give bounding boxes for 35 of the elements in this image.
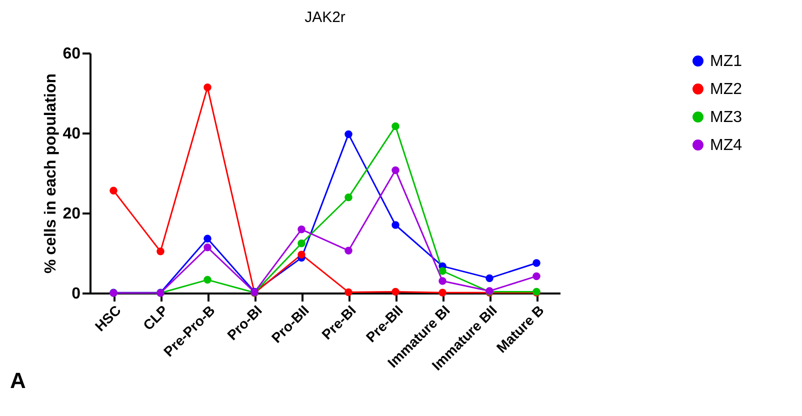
- point: [298, 250, 306, 258]
- point: [392, 166, 400, 174]
- y-tick-label: 60: [62, 46, 81, 62]
- point: [204, 234, 212, 242]
- point: [204, 84, 212, 92]
- legend-label: MZ1: [710, 53, 742, 70]
- point: [392, 221, 400, 229]
- point: [156, 248, 164, 256]
- point: [532, 259, 540, 267]
- point: [344, 194, 352, 202]
- point: [298, 226, 306, 234]
- legend-label: MZ2: [710, 81, 742, 98]
- text: A: [10, 368, 26, 393]
- y-tick-label: 0: [72, 286, 81, 302]
- point: [344, 246, 352, 254]
- point: [344, 288, 352, 296]
- y-tick-label: 40: [62, 126, 81, 142]
- x-tick-label: CLP: [140, 302, 171, 334]
- legend-label: MZ4: [710, 137, 742, 154]
- legend-label: MZ3: [710, 109, 742, 126]
- chart-title: JAK2r: [304, 9, 346, 26]
- point: [486, 274, 494, 282]
- point: [298, 240, 306, 248]
- point: [204, 244, 212, 252]
- point: [532, 272, 540, 280]
- point: [344, 130, 352, 138]
- point: [204, 276, 212, 284]
- point: [438, 277, 446, 285]
- y-axis-title: % cells in each population: [42, 73, 60, 274]
- point: [110, 186, 118, 194]
- point: [438, 267, 446, 275]
- point: [438, 288, 446, 296]
- point: [392, 288, 400, 296]
- y-tick-label: 20: [62, 206, 81, 222]
- point: [392, 122, 400, 130]
